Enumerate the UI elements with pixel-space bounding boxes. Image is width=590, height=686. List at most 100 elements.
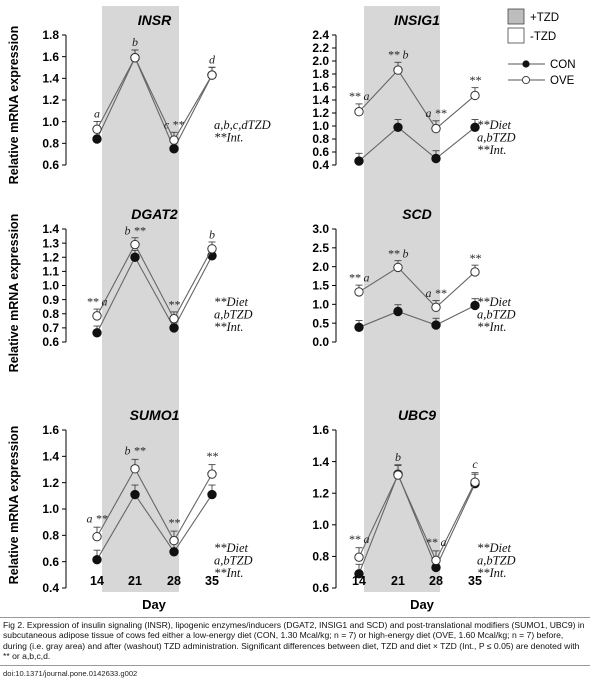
series-line-ove	[96, 467, 213, 542]
point-con	[470, 300, 480, 311]
point-ove	[354, 107, 364, 117]
panel-ubc9: 0.6 0.8 1.0 1.2 1.4 1.6 UBC9 ** a b ** a c **Dieta,…	[312, 407, 515, 595]
significance-annotation: a **	[426, 286, 447, 300]
point-con	[354, 569, 364, 579]
point-ove	[431, 555, 441, 566]
point-ove	[470, 90, 480, 101]
y-tick-label: 1.6	[42, 50, 59, 64]
y-tick-label: 2.2	[312, 41, 329, 55]
caption-top-rule	[0, 617, 590, 618]
y-tick-label: 3.0	[312, 222, 329, 236]
y-tick-label: 0.8	[42, 307, 59, 321]
y-tick-label: 1.4	[42, 222, 59, 236]
y-tick-label: 1.1	[42, 265, 59, 279]
point-con	[354, 156, 364, 166]
significance-annotation: a **	[87, 511, 108, 525]
y-tick-label: 1.2	[42, 476, 59, 490]
significance-annotation: **	[168, 298, 180, 312]
significance-annotation: b **	[125, 223, 146, 237]
significance-annotation: ** b	[388, 246, 409, 260]
point-ove	[431, 123, 441, 134]
stats-text: a,bTZD	[477, 131, 516, 145]
xlabel-right: Day	[410, 597, 435, 612]
y-tick-label: 0.8	[42, 529, 59, 543]
significance-annotation: **	[206, 449, 218, 463]
significance-annotation: b	[132, 35, 138, 49]
series-line-con	[358, 126, 476, 162]
legend-ove-label: OVE	[550, 75, 575, 87]
y-tick-label: 0.6	[42, 555, 59, 569]
y-tick-label: 1.0	[42, 502, 59, 516]
stats-text: **Int.	[477, 143, 507, 157]
x-tick-label: 28	[429, 574, 443, 588]
series-line-ove	[358, 473, 476, 562]
point-ove	[92, 311, 102, 321]
chart-title: SUMO1	[130, 407, 180, 423]
y-tick-label: 0.4	[312, 158, 329, 172]
y-tick-label: 1.2	[42, 93, 59, 107]
ylabel-row2: Relative mRNA expression	[7, 214, 21, 373]
point-ove	[169, 135, 179, 145]
chart-title: SCD	[402, 206, 432, 222]
x-tick-label: 35	[205, 574, 219, 588]
stats-text: **Int.	[214, 131, 244, 145]
y-tick-label: 1.0	[312, 298, 329, 312]
y-tick-label: 1.4	[312, 93, 329, 107]
caption-bottom-rule	[0, 665, 590, 666]
legend-tzd-on-swatch	[507, 8, 525, 25]
y-tick-label: 2.5	[312, 241, 329, 255]
series-line-con	[96, 56, 213, 151]
legend-tzd-on-label: +TZD	[530, 12, 559, 24]
significance-annotation: ** a	[87, 295, 108, 309]
chart-title: INSIG1	[394, 12, 440, 28]
point-con	[431, 153, 441, 164]
stats-text: **Int.	[477, 320, 507, 334]
point-con	[354, 322, 364, 333]
point-ove	[470, 267, 480, 277]
legend-con-marker	[522, 60, 530, 68]
significance-annotation: a **	[426, 106, 447, 120]
y-tick-label: 0.6	[42, 335, 59, 349]
stats-text: **Diet	[214, 541, 249, 555]
y-tick-label: 1.0	[312, 518, 329, 532]
point-con	[92, 554, 102, 565]
chart-title: DGAT2	[131, 206, 178, 222]
significance-annotation: d	[209, 52, 216, 66]
point-con	[169, 547, 179, 557]
point-ove	[431, 302, 441, 313]
significance-annotation: ** b	[388, 47, 409, 61]
significance-annotation: ** a	[426, 535, 447, 549]
x-tick-label: 28	[167, 574, 181, 588]
point-ove	[470, 477, 480, 487]
legend-tzd-off-swatch	[507, 27, 525, 44]
stats-text: a,bTZD	[214, 308, 253, 322]
legend: +TZD -TZD CON OVE	[507, 8, 576, 87]
point-ove	[207, 244, 217, 254]
series-line-con	[358, 304, 476, 328]
series-line-ove	[96, 56, 213, 142]
series-line-con	[358, 472, 476, 574]
y-tick-label: 1.5	[312, 279, 329, 293]
y-tick-label: 1.4	[42, 72, 59, 86]
significance-annotation: ** a	[349, 271, 370, 285]
point-ove	[130, 464, 140, 474]
xlabel-left: Day	[142, 597, 167, 612]
significance-annotation: ** a	[349, 532, 370, 546]
point-ove	[92, 531, 102, 542]
point-ove	[393, 470, 403, 480]
stats-text: **Diet	[477, 541, 512, 555]
point-ove	[207, 469, 217, 479]
point-ove	[354, 287, 364, 297]
significance-annotation: c	[472, 457, 478, 471]
stats-text: a,b,c,dTZD	[214, 118, 271, 132]
significance-annotation: **	[469, 73, 481, 87]
y-tick-label: 0.4	[42, 581, 59, 595]
point-ove	[207, 70, 217, 80]
stats-text: **Int.	[477, 566, 507, 580]
legend-ove-marker	[521, 75, 531, 85]
significance-annotation: b	[395, 450, 401, 464]
significance-annotation: b **	[125, 444, 146, 458]
x-tick-label: 21	[128, 574, 142, 588]
